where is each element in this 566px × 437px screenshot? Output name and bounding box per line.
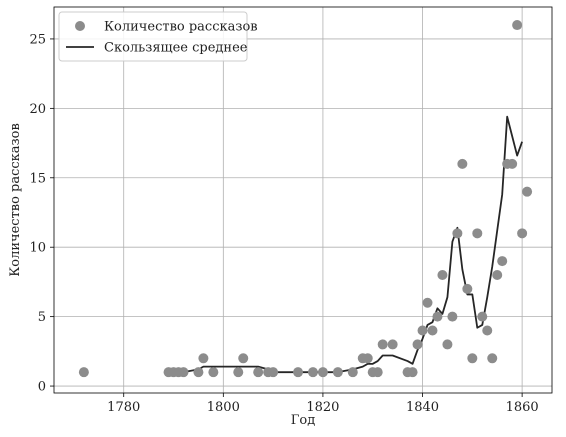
data-point [193, 367, 204, 378]
moving-average-line-group [168, 115, 523, 374]
data-point [427, 325, 438, 336]
data-point [372, 367, 383, 378]
y-tick-label: 5 [38, 310, 46, 325]
data-point [293, 367, 304, 378]
data-point [268, 367, 279, 378]
data-point [512, 20, 523, 31]
moving-average-line [168, 115, 523, 374]
grid [54, 7, 552, 393]
data-point [447, 311, 458, 322]
data-point [432, 311, 443, 322]
data-point [253, 367, 264, 378]
plot-frame [53, 6, 553, 394]
x-tick-label: 1800 [207, 400, 240, 415]
data-point [238, 353, 249, 364]
data-point [307, 367, 318, 378]
y-tick-label: 0 [38, 380, 46, 395]
story-count-points [78, 20, 533, 378]
x-tick-label: 1820 [306, 400, 339, 415]
legend: Количество рассказов Скользящее среднее [58, 11, 258, 62]
data-point [482, 325, 493, 336]
data-point [507, 158, 518, 169]
data-point [422, 297, 433, 308]
data-point [522, 186, 533, 197]
data-point [487, 353, 498, 364]
y-tick-label: 20 [29, 102, 46, 117]
data-point [412, 339, 423, 350]
data-point [332, 367, 343, 378]
x-axis-label: Год [291, 413, 315, 428]
data-point [407, 367, 418, 378]
data-point [208, 367, 219, 378]
legend-label-line: Скользящее среднее [104, 41, 248, 56]
x-tick-label: 1840 [406, 400, 439, 415]
data-point [178, 367, 189, 378]
legend-marker-points [75, 21, 85, 31]
data-point [317, 367, 328, 378]
data-point [78, 367, 89, 378]
data-point [472, 228, 483, 239]
data-point [462, 283, 473, 294]
data-point [233, 367, 244, 378]
data-point [377, 339, 388, 350]
data-point [467, 353, 478, 364]
axis-ticks: 1780 1800 1820 1840 1860 0 5 10 15 20 25 [29, 32, 538, 415]
data-point [457, 158, 468, 169]
data-point [198, 353, 209, 364]
y-tick-label: 25 [29, 32, 46, 47]
x-tick-label: 1860 [506, 400, 539, 415]
data-point [497, 256, 508, 267]
data-point [387, 339, 398, 350]
data-point [452, 228, 463, 239]
data-point [347, 367, 358, 378]
y-axis-label: Количество рассказов [8, 123, 23, 277]
data-point [477, 311, 488, 322]
data-point [442, 339, 453, 350]
legend-box [58, 11, 248, 62]
x-tick-label: 1780 [107, 400, 140, 415]
y-tick-label: 15 [29, 171, 46, 186]
data-point [417, 325, 428, 336]
data-point [437, 269, 448, 280]
data-point [517, 228, 528, 239]
y-tick-label: 10 [29, 241, 46, 256]
data-point [492, 269, 503, 280]
legend-label-points: Количество рассказов [104, 20, 258, 35]
data-point [362, 353, 373, 364]
